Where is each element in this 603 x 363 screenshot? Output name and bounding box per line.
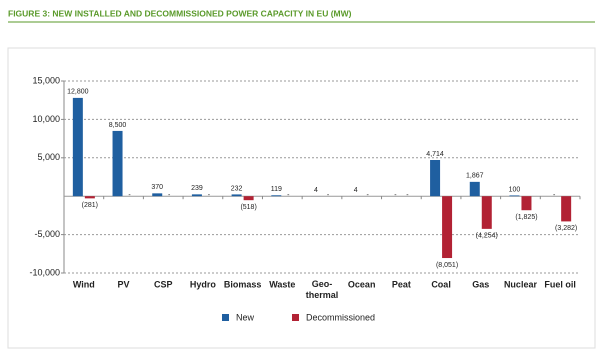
value-label: 12,800: [67, 89, 89, 96]
bar: [112, 130, 123, 197]
legend-label: Decommissioned: [306, 312, 375, 322]
value-label: 100: [509, 186, 521, 193]
bar: [84, 196, 95, 199]
bar: [442, 196, 453, 259]
x-tick-label: Hydro: [190, 279, 217, 289]
value-label: (4,254): [476, 233, 498, 240]
bar: [152, 193, 163, 197]
x-tick-label: Gas: [472, 279, 489, 289]
x-tick-label: Biomass: [224, 279, 262, 289]
value-label: (1,825): [515, 214, 537, 221]
chart-title: FIGURE 3: NEW INSTALLED AND DECOMMISSION…: [8, 8, 352, 18]
bar: [481, 196, 492, 229]
legend-swatch: [222, 314, 229, 321]
bar: [191, 194, 202, 197]
y-tick-label: 15,000: [32, 75, 60, 85]
bar: [243, 196, 254, 201]
y-tick-label: 5,000: [37, 152, 60, 162]
frame: [7, 47, 596, 349]
value-label: (3,282): [555, 225, 577, 232]
x-tick-label: Wind: [73, 279, 95, 289]
value-label: -: [406, 192, 409, 199]
bar: [469, 181, 480, 197]
value-label: -: [367, 192, 370, 199]
bar: [521, 196, 532, 211]
value-label: 4,714: [426, 151, 444, 158]
value-label: 1,867: [466, 173, 484, 180]
x-tick-label: Fuel oil: [544, 279, 576, 289]
x-tick-label: Geo-thermal: [306, 279, 339, 300]
value-label: 239: [191, 185, 203, 192]
value-label: -: [287, 192, 290, 199]
bar: [271, 195, 282, 197]
y-tick-label: -5,000: [34, 229, 60, 239]
legend-label: New: [236, 312, 255, 322]
value-label: 119: [271, 186, 282, 193]
value-label: -: [394, 192, 397, 199]
value-label: 4: [314, 187, 318, 194]
bar: [430, 159, 441, 197]
value-label: 8,500: [109, 122, 127, 129]
value-label: (8,051): [436, 262, 458, 269]
value-label: 4: [354, 187, 358, 194]
bar: [72, 97, 83, 197]
legend-swatch: [292, 314, 299, 321]
bar: [509, 195, 520, 197]
value-label: (518): [240, 204, 256, 211]
value-label: -: [553, 192, 556, 199]
value-label: -: [128, 192, 131, 199]
bar: [231, 194, 242, 197]
x-tick-label: Peat: [392, 279, 411, 289]
value-label: 232: [231, 185, 243, 192]
x-tick-label: Coal: [431, 279, 451, 289]
value-label: 370: [151, 184, 163, 191]
y-tick-label: 10,000: [32, 114, 60, 124]
x-tick-label: Nuclear: [504, 279, 538, 289]
value-label: -: [168, 192, 171, 199]
x-tick-label: CSP: [154, 279, 173, 289]
value-label: -: [327, 192, 330, 199]
bar: [561, 196, 572, 222]
y-tick-label: -10,000: [29, 267, 60, 277]
x-tick-label: PV: [118, 279, 130, 289]
x-tick-label: Ocean: [348, 279, 376, 289]
value-label: (281): [82, 202, 98, 209]
value-label: -: [208, 192, 211, 199]
x-tick-label: Waste: [269, 279, 295, 289]
